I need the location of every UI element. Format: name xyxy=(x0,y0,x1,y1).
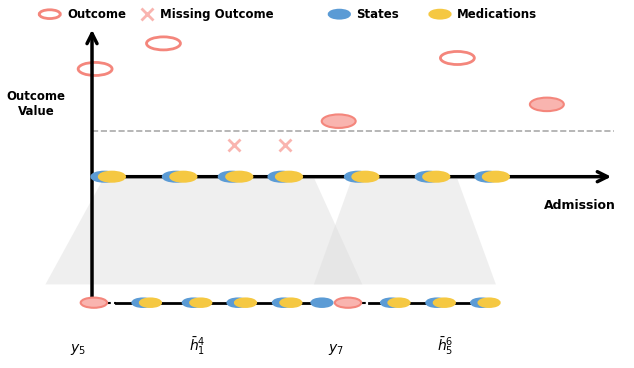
Ellipse shape xyxy=(91,172,117,182)
Ellipse shape xyxy=(235,298,256,307)
Text: $\bar{h}_5^6$: $\bar{h}_5^6$ xyxy=(437,336,453,357)
Text: Outcome
Value: Outcome Value xyxy=(6,90,65,118)
Ellipse shape xyxy=(389,298,410,307)
Ellipse shape xyxy=(429,10,451,18)
Ellipse shape xyxy=(345,172,371,182)
Ellipse shape xyxy=(273,298,294,307)
Ellipse shape xyxy=(335,298,361,308)
Text: States: States xyxy=(356,8,399,21)
Text: $y_5$: $y_5$ xyxy=(70,343,86,357)
Ellipse shape xyxy=(329,10,350,18)
Polygon shape xyxy=(314,179,496,284)
Text: Missing Outcome: Missing Outcome xyxy=(160,8,274,21)
Ellipse shape xyxy=(99,172,125,182)
Ellipse shape xyxy=(81,298,107,308)
Ellipse shape xyxy=(183,298,204,307)
Text: Medications: Medications xyxy=(456,8,537,21)
Ellipse shape xyxy=(434,298,455,307)
Ellipse shape xyxy=(226,172,252,182)
Polygon shape xyxy=(46,179,362,284)
Ellipse shape xyxy=(311,298,332,307)
Ellipse shape xyxy=(530,98,564,111)
Ellipse shape xyxy=(219,172,245,182)
Ellipse shape xyxy=(140,298,161,307)
Ellipse shape xyxy=(321,114,356,128)
Ellipse shape xyxy=(416,172,442,182)
Ellipse shape xyxy=(171,172,197,182)
Text: Outcome: Outcome xyxy=(67,8,126,21)
Ellipse shape xyxy=(476,172,501,182)
Ellipse shape xyxy=(276,172,302,182)
Text: $y_7$: $y_7$ xyxy=(328,343,344,357)
Ellipse shape xyxy=(424,172,450,182)
Ellipse shape xyxy=(353,172,378,182)
Ellipse shape xyxy=(471,298,492,307)
Text: $\bar{h}_1^4$: $\bar{h}_1^4$ xyxy=(190,336,206,357)
Ellipse shape xyxy=(268,172,295,182)
Text: Admission: Admission xyxy=(544,199,616,212)
Ellipse shape xyxy=(381,298,402,307)
Ellipse shape xyxy=(483,172,509,182)
Ellipse shape xyxy=(133,298,153,307)
Ellipse shape xyxy=(163,172,189,182)
Ellipse shape xyxy=(228,298,249,307)
Ellipse shape xyxy=(426,298,448,307)
Ellipse shape xyxy=(280,298,301,307)
Ellipse shape xyxy=(479,298,500,307)
Ellipse shape xyxy=(190,298,211,307)
